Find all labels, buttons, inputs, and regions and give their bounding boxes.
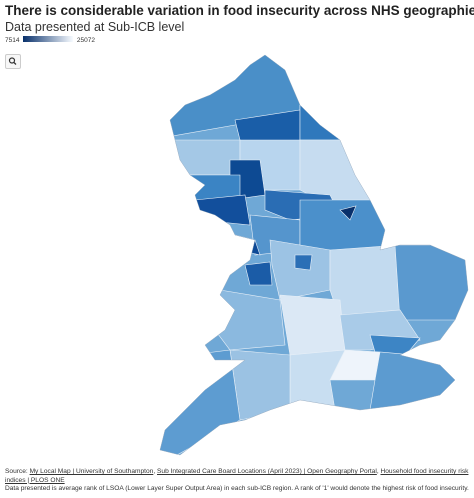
- legend-bar: [23, 36, 73, 42]
- legend-min: 7514: [5, 37, 20, 44]
- source: Source: My Local Map | University of Sou…: [5, 468, 471, 485]
- source-text: ,: [153, 468, 157, 475]
- region: [394, 244, 468, 321]
- source-link[interactable]: Household food insecurity risk indices |…: [5, 468, 469, 484]
- region: [160, 349, 241, 455]
- legend-max: 25072: [77, 37, 95, 44]
- region: [299, 55, 361, 141]
- region: [214, 289, 286, 351]
- subtitle: Data presented at Sub-ICB level: [5, 20, 185, 34]
- source-text: Source:: [5, 468, 30, 475]
- title: There is considerable variation in food …: [5, 3, 474, 18]
- region: [294, 254, 313, 271]
- note: Data presented is average rank of LSOA (…: [5, 485, 469, 493]
- region: [194, 194, 251, 226]
- region: [279, 294, 346, 356]
- region: [229, 349, 291, 421]
- source-link[interactable]: Sub Integrated Care Board Locations (Apr…: [157, 468, 377, 475]
- region: [269, 239, 331, 301]
- legend: 7514 25072: [5, 36, 95, 44]
- regions: [160, 55, 468, 455]
- england-outline: [159, 54, 469, 456]
- source-link[interactable]: My Local Map | University of Southampton: [29, 468, 154, 475]
- search-icon: [8, 57, 17, 65]
- footer: Source: My Local Map | University of Sou…: [5, 468, 471, 494]
- region: [339, 205, 357, 221]
- region: [160, 139, 241, 176]
- search-button[interactable]: [5, 54, 21, 69]
- region: [244, 261, 273, 286]
- region: [369, 351, 468, 411]
- source-text: ,: [376, 468, 381, 475]
